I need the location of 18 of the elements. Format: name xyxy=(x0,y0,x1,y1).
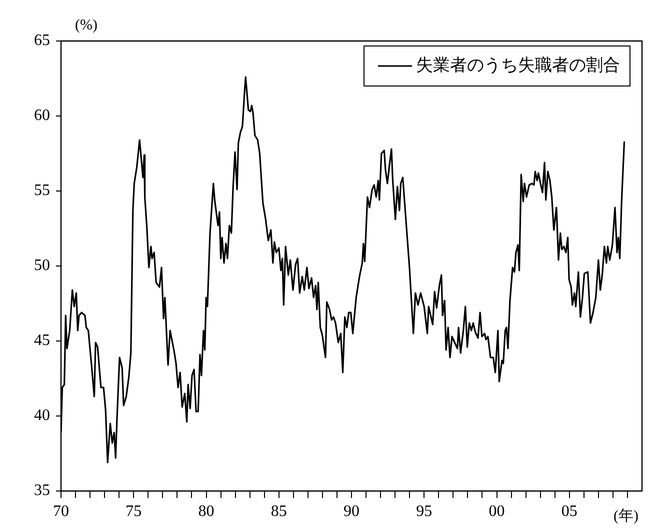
x-tick-label: 90 xyxy=(344,502,360,520)
legend-label: 失業者のうち失職者の割合 xyxy=(416,55,620,74)
y-axis-title: (%) xyxy=(75,17,98,34)
x-tick-label: 05 xyxy=(561,502,578,520)
x-tick-label: 80 xyxy=(198,502,214,520)
y-tick-label: 60 xyxy=(34,107,50,124)
y-tick-label: 45 xyxy=(34,332,50,350)
y-tick-label: 40 xyxy=(34,407,50,424)
y-tick-label: 35 xyxy=(34,482,50,500)
x-tick-label: 95 xyxy=(416,502,432,520)
y-tick-label: 50 xyxy=(34,257,50,274)
y-tick-label: 65 xyxy=(34,32,50,50)
x-tick-label: 85 xyxy=(270,502,287,520)
x-tick-label: 70 xyxy=(53,502,69,520)
x-tick-label: 75 xyxy=(126,502,142,520)
x-tick-label: 00 xyxy=(488,502,505,520)
x-axis-title: (年) xyxy=(614,507,638,524)
y-tick-label: 55 xyxy=(34,182,50,200)
